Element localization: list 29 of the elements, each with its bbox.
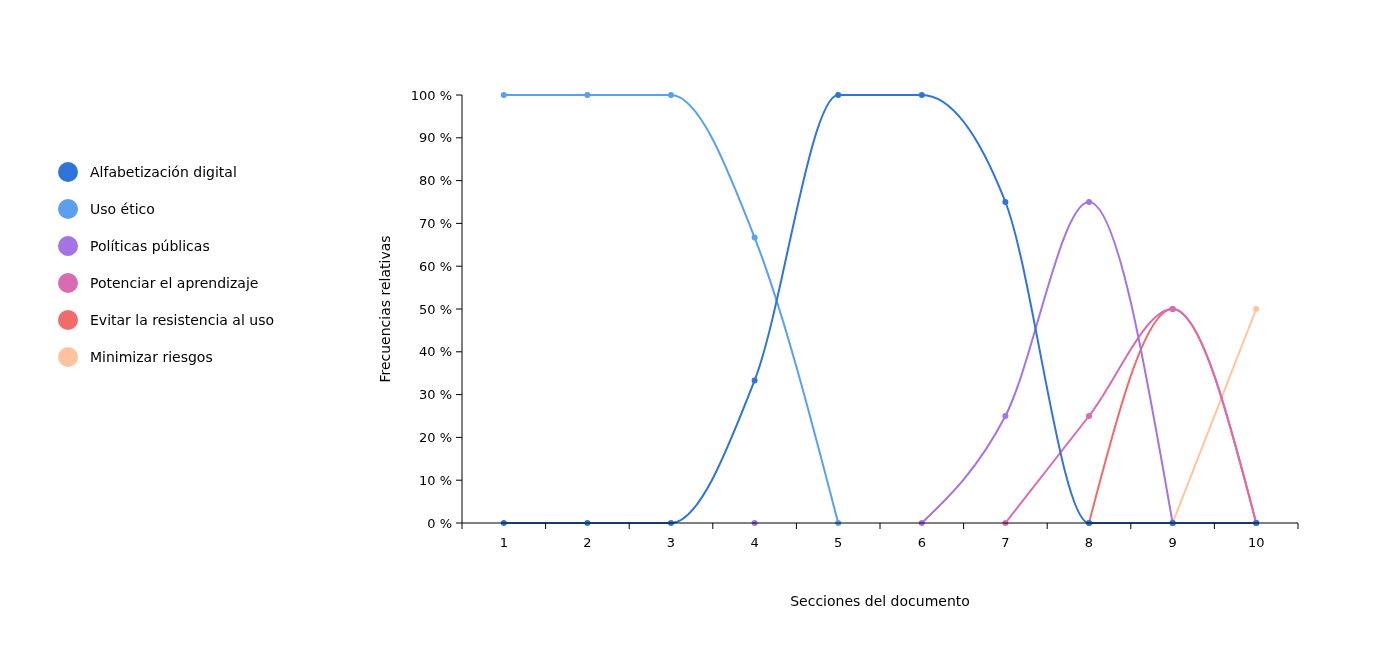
legend-label: Minimizar riesgos <box>90 348 213 365</box>
y-tick-label: 50 % <box>418 301 452 317</box>
y-tick-label: 100 % <box>410 87 452 103</box>
legend-label: Alfabetización digital <box>90 163 237 180</box>
y-axis-title: Frecuencias relativas <box>377 235 393 383</box>
legend-label: Políticas públicas <box>90 237 210 254</box>
legend-label: Uso ético <box>90 200 155 217</box>
y-tick-label: 70 % <box>418 215 452 231</box>
y-tick-label: 20 % <box>418 429 452 445</box>
y-tick-label: 0 % <box>427 515 452 531</box>
x-axis-title: Secciones del documento <box>790 593 970 609</box>
x-tick-label: 9 <box>1168 535 1177 550</box>
y-tick-label: 80 % <box>418 173 452 189</box>
x-tick-label: 3 <box>666 535 676 550</box>
y-tick-label: 90 % <box>418 130 452 146</box>
y-tick-label: 10 % <box>418 472 452 488</box>
y-tick-label: 40 % <box>418 344 452 360</box>
x-tick-label: 1 <box>499 535 508 550</box>
x-tick-label: 4 <box>750 535 759 550</box>
legend-label: Evitar la resistencia al uso <box>90 311 274 328</box>
legend-label: Potenciar el aprendizaje <box>90 274 259 291</box>
y-tick-label: 30 % <box>418 387 452 403</box>
x-tick-label: 5 <box>834 535 843 550</box>
x-tick-label: 10 <box>1247 535 1265 550</box>
y-tick-label: 60 % <box>418 258 452 274</box>
x-tick-label: 2 <box>583 535 592 550</box>
x-tick-label: 7 <box>1001 535 1010 550</box>
x-tick-label: 8 <box>1084 535 1094 550</box>
x-tick-label: 6 <box>917 535 926 550</box>
